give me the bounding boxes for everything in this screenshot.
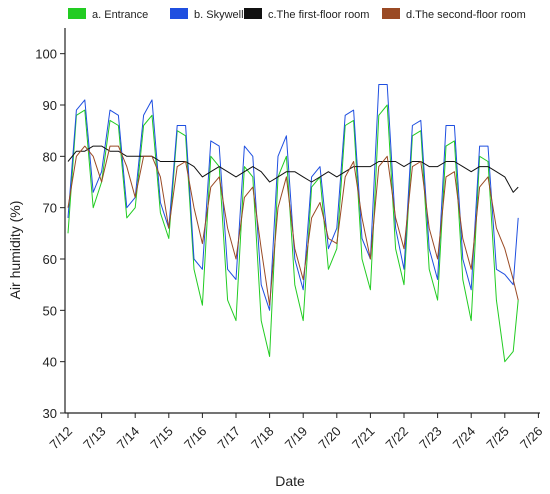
series-line-first-floor <box>67 145 519 193</box>
y-tick-label: 40 <box>43 355 57 370</box>
x-tick-label: 7/14 <box>114 424 143 453</box>
y-tick-label: 60 <box>43 252 57 267</box>
y-tick-label: 90 <box>43 98 57 113</box>
x-tick-label: 7/24 <box>450 424 479 453</box>
series-lines <box>67 84 519 363</box>
series-line-second-floor <box>67 145 519 306</box>
legend-swatch-first-floor <box>244 8 262 19</box>
x-axis-title: Date <box>275 473 305 489</box>
legend-label-entrance: a. Entrance <box>92 9 148 21</box>
x-tick-label: 7/20 <box>315 424 344 453</box>
legend-swatch-entrance <box>68 8 86 19</box>
y-tick-label: 70 <box>43 201 57 216</box>
legend: a. Entrance b. Skywell c.The first-floor… <box>68 8 526 21</box>
legend-swatch-skywell <box>170 8 188 19</box>
x-tick-label: 7/15 <box>147 424 176 453</box>
legend-label-second-floor: d.The second-floor room <box>406 9 526 21</box>
legend-label-skywell: b. Skywell <box>194 9 244 21</box>
x-tick-label: 7/23 <box>416 424 445 453</box>
y-tick-label: 50 <box>43 303 57 318</box>
x-tick-label: 7/17 <box>215 424 244 453</box>
series-line-skywell <box>67 84 519 311</box>
x-axis-ticks: 7/12 7/13 7/14 7/15 7/16 7/17 7/18 7/19 7/20 7/21… <box>47 413 546 453</box>
x-tick-label: 7/16 <box>181 424 210 453</box>
series-line-entrance <box>67 104 519 363</box>
y-tick-label: 80 <box>43 149 57 164</box>
legend-swatch-second-floor <box>382 8 400 19</box>
x-tick-label: 7/25 <box>483 424 512 453</box>
x-tick-label: 7/26 <box>517 424 546 453</box>
x-tick-label: 7/19 <box>282 424 311 453</box>
x-tick-label: 7/12 <box>47 424 76 453</box>
x-tick-label: 7/21 <box>349 424 378 453</box>
x-tick-label: 7/13 <box>80 424 109 453</box>
y-tick-label: 30 <box>43 406 57 421</box>
y-axis-title: Air humidity (%) <box>7 201 23 300</box>
x-tick-label: 7/18 <box>248 424 277 453</box>
legend-label-first-floor: c.The first-floor room <box>268 9 369 21</box>
y-axis-ticks: 30 40 50 60 70 80 90 100 <box>35 47 65 421</box>
y-tick-label: 100 <box>35 47 57 62</box>
x-tick-label: 7/22 <box>383 424 412 453</box>
